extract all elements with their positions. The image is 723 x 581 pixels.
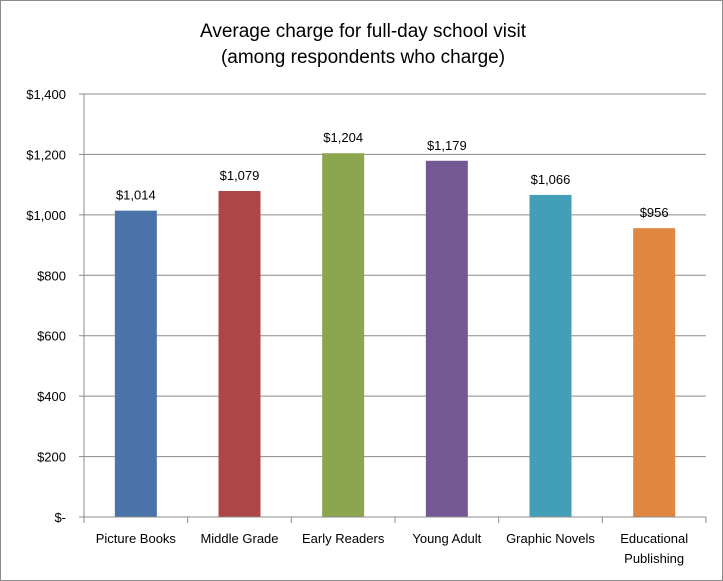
data-label: $1,079	[220, 168, 260, 183]
data-label: $1,204	[323, 130, 363, 145]
bars	[114, 153, 676, 518]
bar	[322, 153, 365, 517]
x-category-label: Early Readers	[302, 531, 385, 546]
y-tick-label: $400	[37, 389, 66, 404]
y-tick-label: $600	[37, 329, 66, 344]
chart-title-line: (among respondents who charge)	[221, 47, 505, 68]
data-labels: $1,014 $1,079 $1,204 $1,179 $1,066 $956	[116, 130, 669, 220]
bar	[218, 190, 261, 517]
bar	[114, 210, 157, 517]
x-axis-category-labels: Picture Books Middle Grade Early Readers Yo…	[96, 531, 689, 566]
data-label: $1,014	[116, 188, 156, 203]
x-category-label: Middle Grade	[200, 531, 278, 546]
data-label: $1,179	[427, 138, 467, 153]
y-tick-label: $1,000	[26, 208, 66, 223]
axes	[83, 94, 707, 523]
x-category-label: Picture Books	[96, 531, 177, 546]
data-label: $956	[640, 205, 669, 220]
chart-title-line: Average charge for full-day school visit	[200, 21, 527, 42]
y-tick-label: $800	[37, 268, 66, 283]
bar	[633, 228, 676, 517]
chart-title: Average charge for full-day school visit…	[200, 21, 527, 68]
y-tick-label: $-	[54, 510, 66, 525]
y-tick-label: $1,200	[26, 147, 66, 162]
x-category-label: Educational	[620, 531, 688, 546]
data-label: $1,066	[531, 172, 571, 187]
bar	[425, 160, 468, 518]
x-category-label: Publishing	[624, 551, 684, 566]
x-category-label: Young Adult	[412, 531, 481, 546]
x-category-label: Graphic Novels	[506, 531, 595, 546]
bar	[529, 194, 572, 517]
gridlines	[79, 93, 706, 518]
y-tick-label: $200	[37, 450, 66, 465]
y-axis-tick-labels: $- $200 $400 $600 $800 $1,000 $1,200 $1,400	[26, 87, 66, 525]
y-tick-label: $1,400	[26, 87, 66, 102]
